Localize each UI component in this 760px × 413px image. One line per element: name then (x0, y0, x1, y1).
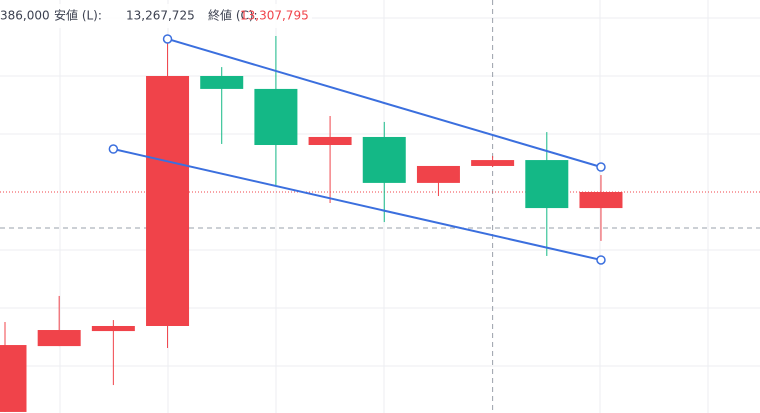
candle-body (579, 191, 623, 209)
candle-body (525, 160, 569, 209)
candle-body (0, 345, 27, 412)
trendline (113, 148, 602, 261)
trendline (167, 37, 602, 168)
candle-body (416, 165, 460, 183)
candle-body (91, 325, 135, 332)
candle-body (362, 136, 406, 183)
trendline-handle (108, 144, 119, 154)
legend-low-label: 安値 (L): (54, 8, 102, 23)
candle-body (37, 330, 81, 347)
legend-box (0, 4, 312, 28)
legend: 386,000 安値 (L): 13,267,725 終値 (C): 13,30… (0, 4, 312, 28)
legend-low-value: 13,267,725 (126, 9, 195, 23)
legend-close-value: 13,307,795 (240, 9, 309, 23)
trendline-handle (162, 34, 173, 44)
legend-high: 386,000 (0, 9, 50, 23)
candle-body (308, 136, 352, 146)
candle-body (146, 75, 190, 326)
candle-body (200, 75, 244, 89)
trendline-handle (596, 255, 606, 265)
legend-close-label: 終値 (C): (208, 8, 258, 23)
candle-body (254, 88, 298, 146)
candle-body (471, 160, 515, 166)
trendline-handle (596, 162, 606, 172)
